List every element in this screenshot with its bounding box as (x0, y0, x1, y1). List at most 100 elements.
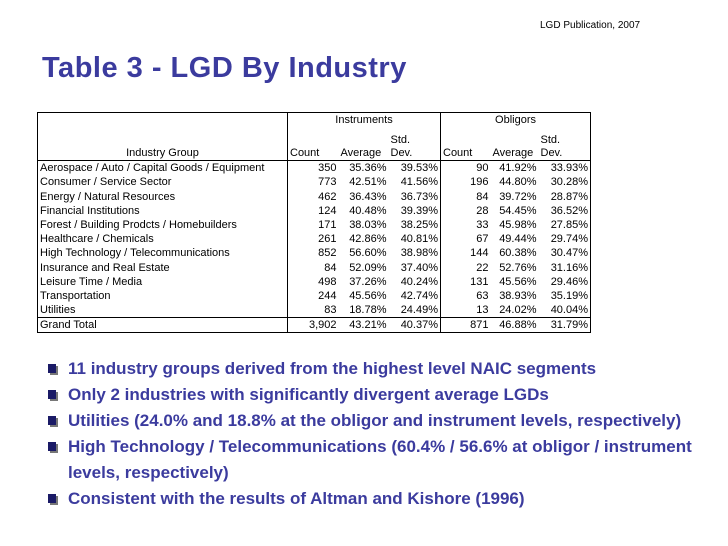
table-cell: 33 (476, 219, 489, 232)
bullet-item: Only 2 industries with significantly div… (48, 382, 720, 408)
bullet-item: High Technology / Telecommunications (60… (48, 434, 720, 486)
table-cell: 871 (440, 317, 491, 333)
row-label: Leisure Time / Media (37, 274, 288, 289)
table-cell: 30.47% (550, 247, 588, 260)
bullet-item: Consistent with the results of Altman an… (48, 486, 720, 512)
table-row: Leisure Time / Media 498 37.26% 40.24% 131 45… (37, 274, 591, 289)
table-cell: 852 (318, 247, 337, 260)
table-cell: 41.56% (388, 175, 441, 190)
table-row: Consumer / Service Sector 773 42.51% 41.56%… (37, 175, 591, 190)
table-cell: 24.49% (388, 303, 441, 318)
column-header: Average (490, 127, 539, 162)
table-cell: 45.98% (499, 219, 537, 232)
column-header: Count (440, 127, 491, 162)
table-cell: 196 (470, 176, 489, 189)
row-label: Forest / Building Prodcts / Homebuilders (37, 217, 288, 233)
table-cell: 44.80% (499, 176, 537, 189)
table-cell: 29.74% (550, 233, 588, 246)
table-cell: 36.43% (349, 190, 387, 203)
column-header: Std. Dev. (538, 127, 591, 162)
column-header: Average (338, 127, 389, 162)
column-header-row: Industry Group Count Average Std. Dev. Count… (37, 127, 591, 162)
table-cell: 90 (476, 162, 489, 175)
table-cell: 36.52% (550, 204, 588, 217)
table-cell: 40.24% (388, 274, 441, 289)
table-row: Utilities 83 18.78% 24.49% 13 24.02% 40.04% (37, 303, 591, 318)
table-cell: 84 (324, 261, 337, 274)
table-cell: 39.72% (499, 190, 537, 203)
table-cell: 18.78% (349, 304, 387, 317)
table-cell: 42.74% (388, 288, 441, 304)
table-cell: 3,902 (287, 317, 339, 333)
table-cell: 13 (476, 304, 489, 317)
table-row: Energy / Natural Resources 462 36.43% 36.73… (37, 189, 591, 204)
table-cell: 29.46% (550, 275, 588, 288)
row-label: Consumer / Service Sector (37, 175, 288, 190)
row-label: Aerospace / Auto / Capital Goods / Equip… (37, 160, 288, 176)
table-cell: 38.25% (388, 217, 441, 233)
table-row: Financial Institutions 124 40.48% 39.39% 28 5… (37, 203, 591, 218)
table-row: High Technology / Telecommunications 852 5… (37, 246, 591, 261)
table-cell: 33.93% (550, 162, 588, 175)
table-cell: 36.73% (388, 189, 441, 204)
publication-note: LGD Publication, 2007 (540, 20, 641, 31)
bullet-item: Utilities (24.0% and 18.8% at the obligo… (48, 408, 720, 434)
table-cell: 42.51% (349, 176, 387, 189)
table-cell: 773 (318, 176, 337, 189)
column-header: Std. Dev. (388, 127, 441, 162)
row-label: Insurance and Real Estate (37, 260, 288, 275)
column-header: Count (287, 127, 339, 162)
table-cell: 124 (318, 204, 337, 217)
table-cell: 49.44% (499, 233, 537, 246)
table-cell: 40.04% (550, 304, 588, 317)
table-cell: 350 (318, 162, 337, 175)
row-label: Utilities (37, 303, 288, 318)
table-cell: 45.56% (349, 289, 387, 302)
table-cell: 83 (324, 304, 337, 317)
table-cell: 37.26% (349, 275, 387, 288)
table-cell: 22 (476, 261, 489, 274)
table-cell: 40.37% (388, 317, 441, 333)
table-row: Forest / Building Prodcts / Homebuilders… (37, 217, 591, 233)
table-cell: 60.38% (499, 247, 537, 260)
table-cell: 144 (470, 247, 489, 260)
table-row: Aerospace / Auto / Capital Goods / Equip… (37, 160, 591, 176)
table-cell: 462 (318, 190, 337, 203)
table-cell: 498 (318, 275, 337, 288)
table-cell: 28 (476, 204, 489, 217)
lgd-table: Instruments Obligors Industry Group Count Av… (37, 112, 591, 334)
table-cell: 38.93% (499, 289, 537, 302)
table-cell: 27.85% (550, 219, 588, 232)
table-cell: 63 (476, 289, 489, 302)
row-label: High Technology / Telecommunications (37, 246, 288, 261)
table-cell: 24.02% (499, 304, 537, 317)
table-cell: 84 (476, 190, 489, 203)
row-label: Financial Institutions (37, 203, 288, 218)
empty-cell (37, 112, 288, 128)
table-row: Transportation 244 45.56% 42.74% 63 38.93% 35.… (37, 288, 591, 304)
table-cell: 52.09% (349, 261, 387, 274)
table-cell: 39.53% (388, 160, 441, 176)
table-cell: 37.40% (388, 260, 441, 275)
table-cell: 30.28% (550, 176, 588, 189)
table-cell: 171 (318, 219, 337, 232)
table-cell: 46.88% (490, 317, 539, 333)
table-cell: 35.19% (550, 289, 588, 302)
table-cell: 45.56% (499, 275, 537, 288)
table-row: Healthcare / Chemicals 261 42.86% 40.81% 67 4… (37, 232, 591, 247)
table-cell: 38.98% (388, 246, 441, 261)
table-row: Grand Total 3,902 43.21% 40.37% 871 46.88% 31.… (37, 317, 591, 333)
row-label: Energy / Natural Resources (37, 189, 288, 204)
table-cell: 38.03% (349, 219, 387, 232)
table-cell: 28.87% (550, 190, 588, 203)
table-cell: 67 (476, 233, 489, 246)
bullet-list: 11 industry groups derived from the high… (48, 356, 720, 512)
table-cell: 52.76% (499, 261, 537, 274)
table-cell: 131 (470, 275, 489, 288)
slide-title: Table 3 - LGD By Industry (42, 52, 407, 84)
table-cell: 35.36% (349, 162, 387, 175)
row-label: Transportation (37, 288, 288, 304)
table-cell: 42.86% (349, 233, 387, 246)
table-cell: 41.92% (499, 162, 537, 175)
